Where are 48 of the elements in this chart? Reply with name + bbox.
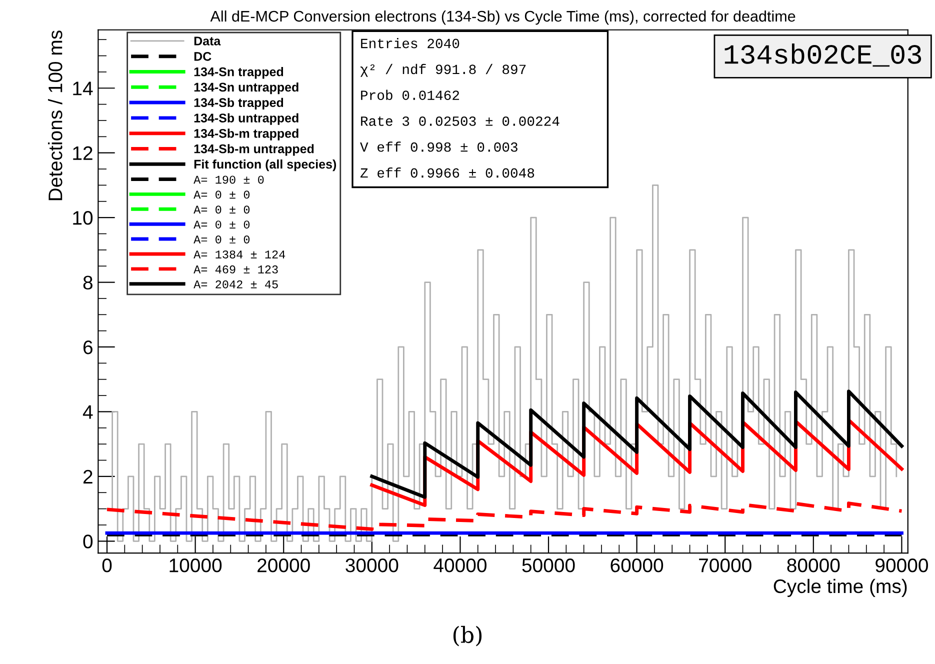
text: (b) [453,626,482,646]
x-tick-label: 70000 [699,558,752,572]
annotation: V eff 0.998 ± 0.003 [360,142,518,152]
y-tick-label: 10 [73,211,93,225]
y-tick-label: 12 [73,146,92,160]
x-tick-label: 40000 [434,558,486,572]
y-axis-title: Detections / 100 ms [48,30,62,200]
chart-title: All dE-MCP Conversion electrons (134-Sb) vs Cycle Time (ms), corrected for deadtime [210,10,796,25]
y-tick-label: 8 [83,276,92,290]
x-tick-label: 10000 [170,558,222,572]
annotation: Rate 3 0.02503 ± 0.00224 [361,116,560,126]
legend-label: 134-Sb-m untrapped [194,144,314,156]
x-tick-label: 60000 [610,558,664,572]
legend-label: 134-Sn trapped [194,67,284,79]
y-tick-label: 14 [73,82,93,96]
line-series [105,502,904,531]
x-tick-label: 20000 [258,558,310,572]
legend-label: DC [194,52,212,61]
legend-label: 134-Sb untrapped [194,113,298,125]
y-tick-label: 6 [83,340,92,354]
annotation: A= 0 ± 0 [194,206,250,214]
legend-label: 134-Sn untrapped [194,82,298,94]
annotation: Z eff 0.9966 ± 0.0048 [360,167,534,178]
legend-label: Fit function (all species) [194,159,336,172]
x-tick-label: 50000 [522,558,575,572]
annotation: 134sb02CE_03 [724,43,922,67]
x-axis-title: Cycle time (ms) [774,578,907,598]
x-tick-label: 90000 [876,558,928,572]
annotation: χ² / ndf 991.8 / 897 [360,64,526,77]
annotation: A= 1384 ± 124 [194,250,286,258]
annotation: A= 469 ± 123 [194,265,278,274]
x-tick-label: 30000 [346,558,398,572]
annotation: Prob 0.01462 [361,90,460,100]
annotation: A= 190 ± 0 [194,176,264,184]
legend-label: 134-Sb trapped [194,98,284,110]
x-tick-label: 80000 [787,558,840,572]
x-tick-label: 0 [102,558,112,572]
line-series [370,390,904,499]
annotation: Entries 2040 [361,38,460,48]
annotation: A= 0 ± 0 [194,190,250,199]
y-tick-label: 0 [83,534,93,548]
y-tick-label: 4 [82,405,93,419]
legend-label: Data [194,36,221,46]
y-tick-label: 2 [83,470,92,484]
legend-label: 134-Sb-m trapped [194,128,298,140]
annotation: A= 2042 ± 45 [194,280,278,288]
annotation: A= 0 ± 0 [194,220,250,229]
annotation: A= 0 ± 0 [194,236,250,244]
